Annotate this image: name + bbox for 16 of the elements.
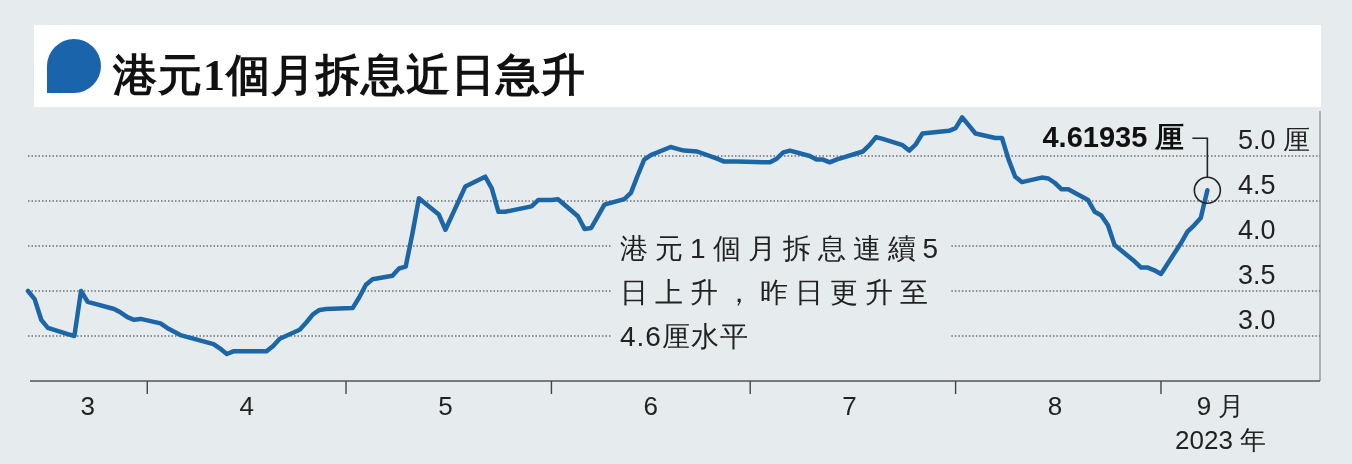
x-axis-title: 2023 年 xyxy=(1175,425,1267,455)
x-tick-label: 6 xyxy=(643,391,659,421)
chart-title: 港元1個月拆息近日急升 xyxy=(112,51,586,100)
y-tick-label: 3.5 xyxy=(1238,260,1276,290)
annotation: 港元1個月拆息連續5 日上升，昨日更升至 4.6厘水平 xyxy=(620,233,946,352)
x-tick-label: 8 xyxy=(1047,391,1063,421)
annotation: 4.61935 厘 xyxy=(1042,121,1185,154)
y-tick-label: 3.0 xyxy=(1238,305,1276,335)
y-tick-label: 4.5 xyxy=(1238,170,1276,200)
y-tick-label: 4.0 xyxy=(1238,215,1276,245)
x-tick-label: 5 xyxy=(438,391,453,421)
x-tick-label: 9 月 xyxy=(1196,391,1245,421)
y-tick-label: 5.0 厘 xyxy=(1238,125,1311,155)
x-tick-label: 4 xyxy=(239,391,254,421)
x-tick-label: 3 xyxy=(80,391,95,421)
x-tick-label: 7 xyxy=(842,391,857,421)
